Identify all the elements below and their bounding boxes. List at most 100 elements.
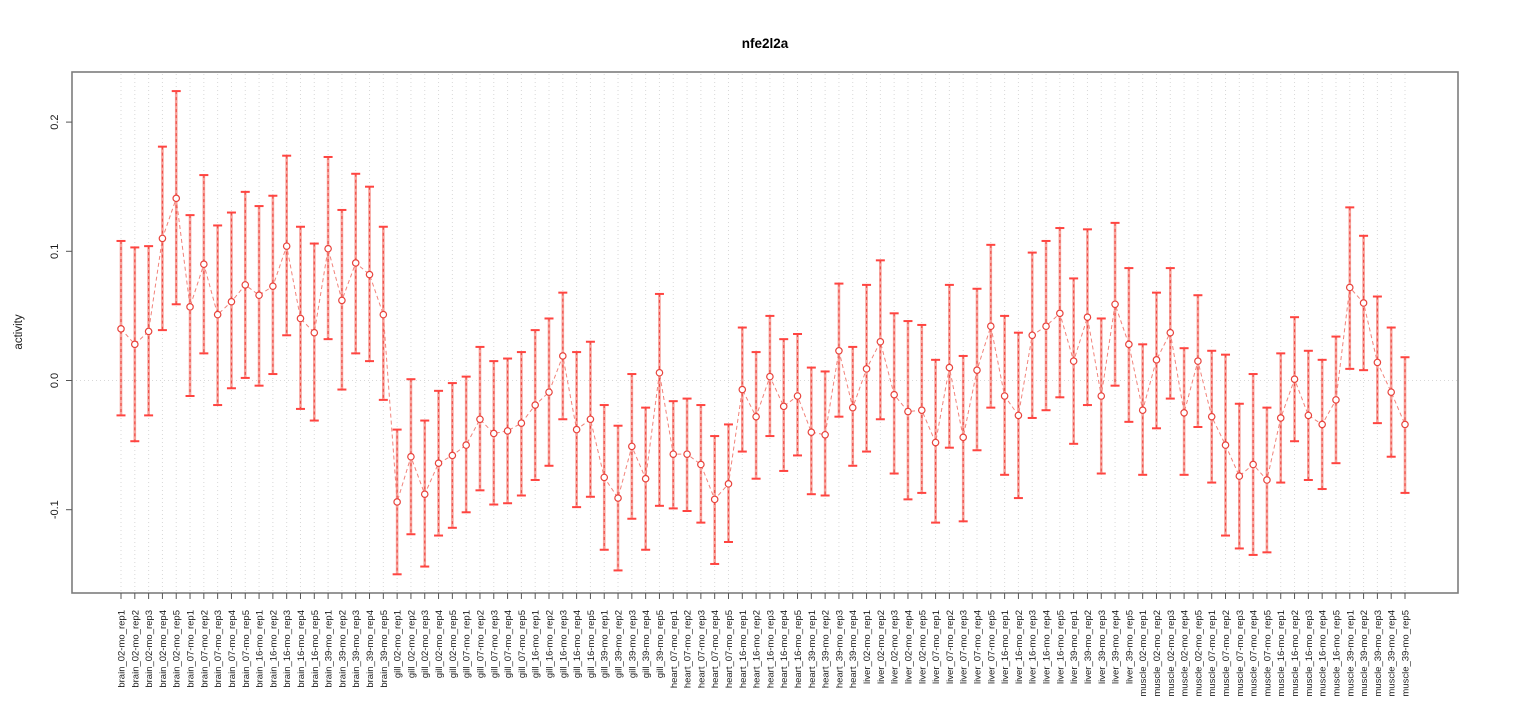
x-tick-label: heart_07-mo_rep2 [683, 610, 694, 688]
mean-point [310, 328, 319, 337]
x-tick-label: muscle_39-mo_rep2 [1359, 610, 1370, 697]
x-tick-label: muscle_16-mo_rep2 [1290, 610, 1301, 697]
data-points [117, 194, 1409, 506]
mean-point [710, 495, 719, 504]
x-tick-label: brain_39-mo_rep3 [351, 610, 362, 688]
x-tick-label: heart_07-mo_rep4 [710, 610, 721, 688]
mean-point [600, 473, 609, 482]
x-tick-label: brain_16-mo_rep2 [268, 610, 279, 688]
x-tick-label: muscle_39-mo_rep1 [1345, 610, 1356, 697]
mean-point [904, 407, 912, 416]
mean-point [227, 297, 236, 306]
y-axis-title: activity [13, 314, 25, 349]
mean-point [586, 415, 595, 424]
x-tick-label: muscle_16-mo_rep3 [1304, 610, 1315, 697]
x-tick-label: heart_16-mo_rep5 [793, 610, 804, 688]
x-tick-label: liver_16-mo_rep5 [1055, 610, 1066, 684]
mean-point [931, 438, 940, 447]
x-tick-label: muscle_39-mo_rep3 [1373, 610, 1384, 697]
x-tick-label: liver_16-mo_rep3 [1028, 610, 1039, 684]
x-tick-label: gill_39-mo_rep1 [600, 610, 611, 678]
y-tick-labels: -0.1 0.0 0.1 0.2 [49, 114, 61, 519]
mean-point [1373, 358, 1382, 367]
mean-point [1111, 300, 1119, 309]
mean-point [973, 366, 981, 374]
mean-point [144, 327, 153, 336]
mean-point [365, 270, 374, 279]
mean-point [1387, 388, 1395, 396]
x-tick-label: liver_16-mo_rep1 [1000, 610, 1011, 684]
x-tick-label: gill_02-mo_rep2 [406, 610, 417, 678]
mean-point [1345, 283, 1354, 292]
x-tick-label: brain_07-mo_rep5 [241, 610, 252, 688]
x-tick-label: liver_07-mo_rep3 [959, 610, 970, 684]
mean-point [793, 392, 802, 400]
x-tick-label: gill_07-mo_rep1 [462, 610, 473, 678]
y-tick-label: 0.2 [49, 114, 61, 129]
mean-point [1083, 313, 1092, 321]
x-tick-label: muscle_02-mo_rep4 [1180, 610, 1191, 697]
mean-point [213, 310, 222, 319]
mean-point [324, 244, 332, 253]
x-tick-label: brain_39-mo_rep5 [379, 610, 390, 688]
x-tick-label: heart_07-mo_rep3 [696, 610, 707, 688]
mean-point [876, 337, 885, 346]
mean-point [1042, 322, 1050, 331]
mean-point [835, 346, 843, 355]
mean-point [200, 260, 208, 269]
x-tick-label: gill_39-mo_rep5 [655, 610, 666, 678]
x-tick-label: muscle_16-mo_rep5 [1331, 610, 1342, 697]
mean-point [945, 363, 954, 372]
mean-point [697, 460, 705, 469]
x-tick-label: liver_39-mo_rep3 [1097, 610, 1108, 684]
x-tick-label: liver_02-mo_rep2 [876, 610, 887, 684]
mean-point [641, 474, 650, 483]
mean-point [1304, 411, 1313, 420]
mean-point [172, 194, 181, 203]
x-tick-label: brain_02-mo_rep1 [117, 610, 128, 688]
x-tick-label: brain_07-mo_rep3 [213, 610, 224, 688]
x-tick-label: muscle_39-mo_rep5 [1401, 610, 1412, 697]
x-tick-label: brain_16-mo_rep4 [296, 610, 307, 688]
mean-point [1152, 356, 1161, 364]
mean-point [1138, 406, 1147, 415]
y-tick-label: -0.1 [49, 500, 61, 519]
x-tick-label: liver_39-mo_rep5 [1124, 610, 1135, 684]
x-tick-label: brain_07-mo_rep1 [186, 610, 197, 688]
mean-point [1180, 408, 1188, 417]
mean-point [296, 314, 305, 323]
x-tick-label: muscle_02-mo_rep3 [1166, 610, 1177, 697]
x-tick-label: gill_16-mo_rep5 [586, 610, 597, 678]
mean-point [752, 412, 760, 421]
mean-point [489, 429, 498, 438]
mean-point [1249, 460, 1257, 469]
mean-point [669, 450, 678, 458]
x-tick-labels: brain_02-mo_rep1 brain_02-mo_rep2 brain_02… [117, 610, 1412, 697]
x-tick-label: gill_16-mo_rep2 [545, 610, 556, 678]
x-tick-label: liver_02-mo_rep3 [890, 610, 901, 684]
x-tick-label: gill_16-mo_rep1 [531, 610, 542, 678]
mean-point [241, 281, 250, 289]
x-tick-label: muscle_02-mo_rep5 [1193, 610, 1204, 697]
mean-point [407, 452, 415, 461]
x-tick-label: muscle_07-mo_rep1 [1207, 610, 1218, 697]
mean-point [724, 480, 733, 488]
mean-point [338, 296, 346, 305]
series-connector [120, 198, 1406, 503]
x-tick-label: gill_39-mo_rep3 [627, 610, 638, 678]
mean-point [1097, 392, 1106, 400]
mean-point [1235, 472, 1244, 480]
mean-point [1276, 414, 1285, 422]
x-tick-label: heart_16-mo_rep2 [752, 610, 763, 688]
mean-point [572, 425, 581, 434]
x-tick-label: brain_16-mo_rep1 [255, 610, 266, 688]
mean-point [862, 365, 871, 373]
error-bars [116, 90, 1410, 576]
mean-point [917, 406, 926, 415]
mean-point [890, 390, 898, 399]
x-tick-label: liver_39-mo_rep2 [1083, 610, 1094, 684]
mean-point [186, 303, 194, 311]
x-tick-label: liver_02-mo_rep5 [917, 610, 928, 684]
mean-point [738, 385, 747, 394]
